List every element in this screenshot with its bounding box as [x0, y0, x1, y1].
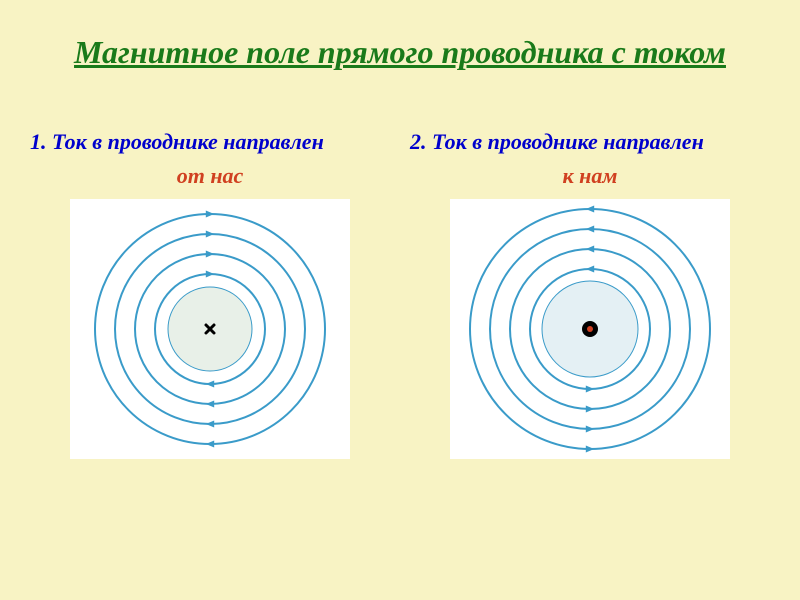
page-title: Магнитное поле прямого проводника с токо… — [0, 0, 800, 95]
left-field-svg — [70, 199, 350, 459]
left-direction: от нас — [30, 163, 390, 189]
right-direction: к нам — [410, 163, 770, 189]
left-caption: 1. Ток в проводнике направлен — [30, 125, 390, 158]
right-column: 2. Ток в проводнике направлен к нам — [410, 125, 770, 459]
right-field-svg — [450, 199, 730, 459]
right-diagram — [450, 199, 730, 459]
content-row: 1. Ток в проводнике направлен от нас 2. … — [0, 95, 800, 489]
left-column: 1. Ток в проводнике направлен от нас — [30, 125, 390, 459]
left-diagram — [70, 199, 350, 459]
right-caption: 2. Ток в проводнике направлен — [410, 125, 770, 158]
